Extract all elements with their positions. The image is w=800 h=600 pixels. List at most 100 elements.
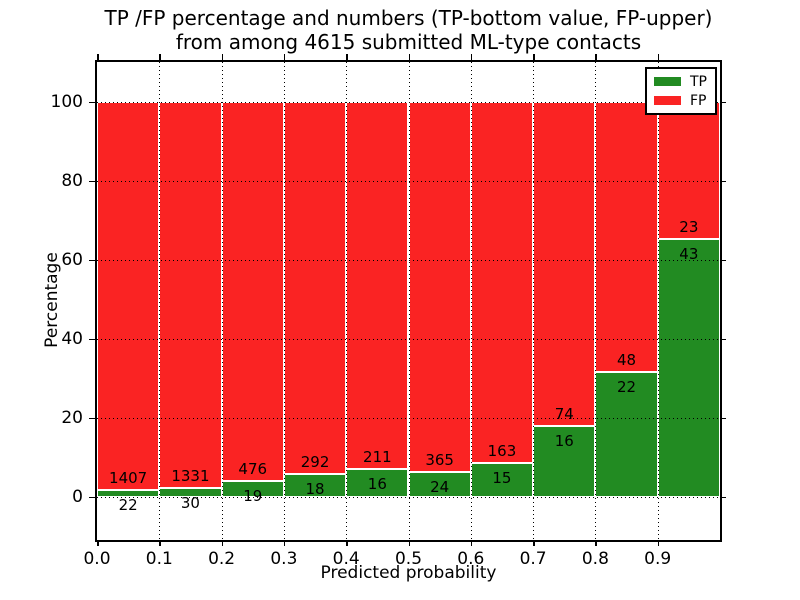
y-tick-right (720, 180, 726, 182)
tp-count-label: 43 (679, 245, 699, 264)
x-tick-top (595, 54, 597, 60)
x-tick-top (470, 54, 473, 60)
y-axis-label: Percentage (42, 252, 62, 348)
bar-segment-tp (408, 472, 471, 497)
fp-count-label: 211 (363, 447, 392, 466)
y-tick-right (720, 259, 726, 262)
v-gridline (159, 62, 161, 540)
y-tick-left (89, 101, 95, 103)
y-tick-label: 80 (61, 170, 83, 191)
legend-label: FP (690, 92, 707, 109)
plot-area: 1407 22 1331 30 476 19 292 18 211 16 365 24 163 15 74 1… (51, 54, 726, 569)
tp-count-label: 18 (305, 479, 325, 498)
x-tick-label: 0.2 (208, 549, 236, 569)
legend: TP FP (645, 67, 717, 115)
bar-segment-fp (408, 101, 471, 473)
fp-count-label: 292 (300, 452, 330, 471)
bar-segment-fp (97, 101, 160, 491)
x-tick-label: 0.3 (270, 549, 298, 569)
y-tick-left (89, 338, 95, 341)
x-tick-label: 0.0 (83, 549, 111, 569)
x-tick-label: 0.4 (332, 549, 360, 569)
x-tick-bottom (159, 540, 161, 546)
v-gridline (408, 62, 410, 540)
y-tick-left (89, 259, 95, 262)
bar-segment-fp (657, 101, 720, 240)
x-tick-label: 0.8 (581, 549, 609, 569)
bar-segment-fp (159, 101, 222, 488)
x-axis-label: Predicted probability (320, 563, 497, 583)
bar-segment-tp (97, 490, 160, 497)
v-gridline (657, 62, 659, 540)
bar-segment-tp (470, 463, 534, 497)
y-tick-label: 100 (50, 91, 83, 112)
y-tick-right (720, 338, 726, 341)
v-gridline (283, 62, 285, 540)
h-gridline (97, 496, 720, 498)
x-tick-label: 0.5 (394, 549, 423, 569)
tp-count-label: 22 (118, 496, 138, 515)
fp-count-label: 476 (238, 460, 268, 479)
bar-segment-fp (346, 101, 409, 469)
v-gridline (595, 62, 597, 540)
x-tick-bottom (283, 540, 286, 546)
y-tick-label: 40 (61, 328, 83, 349)
v-gridline (221, 62, 223, 540)
x-tick-top (159, 54, 161, 60)
chart-title: TP /FP percentage and numbers (TP-bottom… (104, 6, 713, 54)
fp-count-label: 74 (554, 405, 574, 424)
fp-count-label: 1331 (171, 466, 210, 485)
bar-segment-fp (533, 101, 596, 427)
h-gridline (97, 180, 720, 182)
fp-count-label: 48 (617, 351, 637, 370)
bar-segment-fp (470, 101, 534, 464)
y-tick-left (89, 496, 95, 499)
tp-count-label: 24 (430, 478, 450, 497)
y-tick-right (720, 417, 726, 420)
x-tick-top (346, 54, 348, 60)
x-tick-top (408, 54, 410, 60)
v-gridline (533, 62, 535, 540)
y-tick-label: 0 (72, 486, 83, 507)
x-tick-top (97, 54, 99, 60)
bar-segment-tp (533, 426, 596, 497)
fp-count-label: 163 (487, 442, 517, 461)
x-tick-top (221, 54, 224, 60)
tp-count-label: 16 (554, 432, 574, 451)
fp-count-label: 1407 (109, 469, 148, 488)
x-tick-bottom (533, 540, 535, 546)
bar-segment-tp (595, 372, 658, 497)
tp-count-label: 16 (367, 474, 387, 493)
legend-entry: FP (654, 93, 707, 108)
y-tick-right (720, 496, 726, 499)
h-gridline (97, 101, 720, 103)
fp-count-label: 23 (679, 218, 699, 237)
x-tick-bottom (595, 540, 597, 546)
x-tick-bottom (657, 540, 660, 546)
bar-segment-tp (657, 239, 720, 497)
x-tick-label: 0.6 (457, 549, 485, 569)
tp-count-label: 30 (180, 493, 200, 512)
h-gridline (97, 338, 720, 340)
x-tick-top (657, 54, 660, 60)
x-tick-bottom (470, 540, 473, 546)
y-tick-left (89, 180, 95, 182)
y-tick-left (89, 417, 95, 420)
y-tick-right (720, 101, 726, 103)
x-tick-label: 0.7 (519, 549, 547, 569)
tp-count-label: 19 (243, 487, 263, 506)
fp-count-label: 365 (425, 451, 454, 470)
bar-segment-fp (595, 101, 658, 373)
x-tick-bottom (346, 540, 348, 546)
tp-count-label: 15 (492, 469, 512, 488)
legend-entry: TP (654, 74, 707, 89)
x-tick-top (533, 54, 535, 60)
y-tick-label: 20 (61, 407, 83, 428)
v-gridline (470, 62, 472, 540)
legend-label: TP (690, 73, 707, 90)
x-tick-bottom (97, 540, 99, 546)
x-tick-top (283, 54, 286, 60)
x-tick-label: 0.9 (644, 549, 672, 569)
x-tick-bottom (221, 540, 224, 546)
